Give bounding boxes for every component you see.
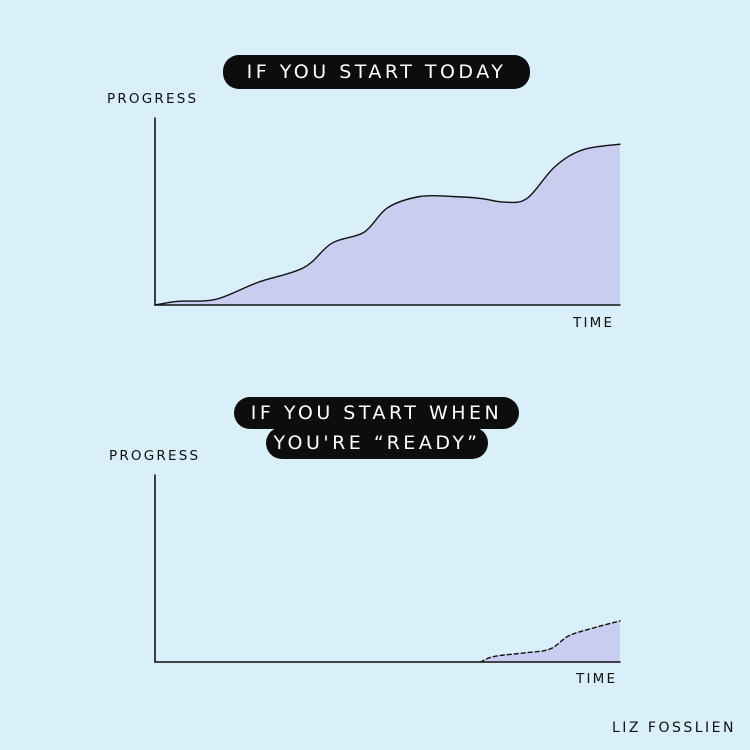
chart-2-title-text-line-2: YOU'RE “READY” xyxy=(273,431,481,454)
chart-1-title-text: IF YOU START TODAY xyxy=(246,60,507,83)
chart-2-title-line-1: IF YOU START WHEN xyxy=(234,397,519,429)
chart-2-title-line-2: YOU'RE “READY” xyxy=(266,427,488,459)
chart-1-area-fill xyxy=(155,144,620,305)
chart-1-progress-line xyxy=(154,143,621,306)
chart-1-x-axis-label: TIME xyxy=(573,315,615,331)
chart-1-y-axis-label: PROGRESS xyxy=(107,91,199,107)
artist-signature: LIZ FOSSLIEN xyxy=(611,720,736,736)
chart-2-progress-line xyxy=(479,620,621,663)
chart-1-title: IF YOU START TODAY xyxy=(223,55,530,89)
chart-2-x-axis-label: TIME xyxy=(576,671,618,687)
chart-2-title-text-line-1: IF YOU START WHEN xyxy=(250,401,503,424)
chart-2-y-axis-label: PROGRESS xyxy=(109,448,201,464)
chart-2-area-fill xyxy=(480,620,620,662)
